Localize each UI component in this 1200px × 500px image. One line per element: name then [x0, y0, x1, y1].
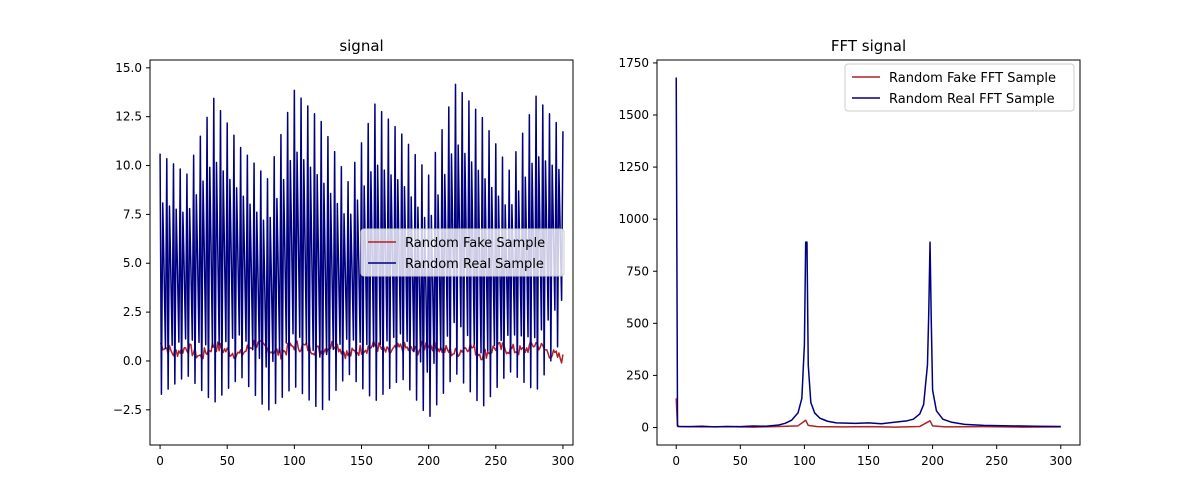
x-tick-label: 100 [793, 454, 816, 468]
legend: Random Fake FFT Sample Random Real FFT Sa… [844, 63, 1075, 112]
x-tick-label: 50 [220, 454, 235, 468]
y-tick-label: 750 [626, 264, 649, 278]
y-tick-label: 1250 [618, 160, 649, 174]
y-tick-label: 7.5 [123, 207, 142, 221]
series-line-random-fake-sample [159, 339, 564, 364]
series-line-random-real-sample [159, 83, 564, 418]
y-tick-label: 250 [626, 368, 649, 382]
y-tick-label: 15.0 [115, 61, 142, 75]
x-tick-label: 0 [672, 454, 680, 468]
legend-box [360, 228, 565, 277]
legend: Random Fake Sample Random Real Sample [360, 228, 565, 277]
y-tick-label: 12.5 [115, 110, 142, 124]
legend-label: Random Real FFT Sample [889, 92, 1055, 107]
y-tick-label: 2.5 [123, 305, 142, 319]
chart-title: signal [339, 37, 383, 55]
series-line-random-real-fft-sample [675, 77, 1061, 428]
x-tick-label: 250 [985, 454, 1008, 468]
y-tick-label: 1500 [618, 108, 649, 122]
signal-panel: signal 0 50 100 150 200 250 300 −2.5 0.0 2.5 5.0 7.5… [113, 37, 575, 468]
y-tick-label: 5.0 [123, 256, 142, 270]
legend-label: Random Fake Sample [405, 236, 545, 251]
x-tick-label: 300 [1049, 454, 1072, 468]
legend-label: Random Real Sample [405, 257, 544, 272]
x-tick-label: 200 [417, 454, 440, 468]
x-tick-label: 300 [551, 454, 574, 468]
legend-label: Random Fake FFT Sample [889, 71, 1056, 86]
y-tick-label: 10.0 [115, 159, 142, 173]
y-tick-label: 1750 [618, 56, 649, 70]
y-tick-label: 1000 [618, 212, 649, 226]
x-tick-label: 50 [733, 454, 748, 468]
y-tick-label: 0.0 [123, 354, 142, 368]
x-tick-label: 0 [156, 454, 164, 468]
legend-box [844, 63, 1075, 112]
x-tick-label: 100 [283, 454, 306, 468]
x-tick-label: 200 [921, 454, 944, 468]
chart-title: FFT signal [831, 37, 906, 55]
y-tick-label: −2.5 [113, 403, 142, 417]
x-tick-label: 250 [484, 454, 507, 468]
fft-signal-panel: FFT signal 0 50 100 150 200 250 300 0 250 500 750 10… [618, 37, 1081, 468]
x-tick-label: 150 [857, 454, 880, 468]
y-tick-label: 500 [626, 316, 649, 330]
x-tick-label: 150 [350, 454, 373, 468]
y-tick-label: 0 [641, 421, 649, 435]
